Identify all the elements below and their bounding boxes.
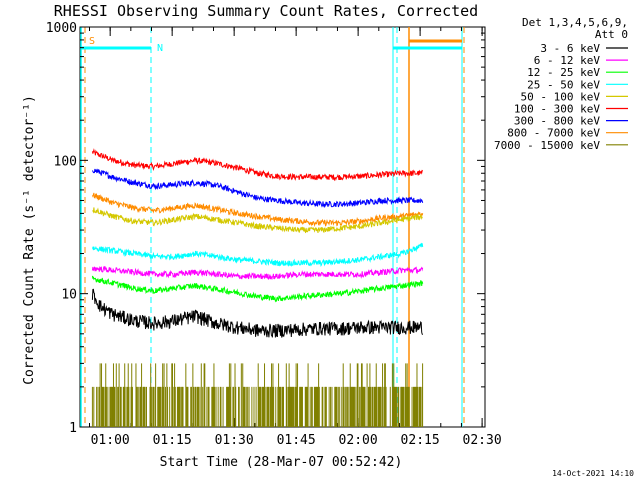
series-800-7000-kev [91, 192, 424, 228]
flag-label-s: S [89, 36, 95, 47]
x-tick-label: 02:00 [339, 433, 378, 448]
x-tick-label: 02:30 [463, 433, 502, 448]
series-line [91, 265, 424, 281]
legend-label: 100 - 300 keV [514, 103, 600, 116]
series-300-800-kev [91, 168, 424, 208]
series-3-6-kev [91, 288, 424, 338]
series-12-25-kev [91, 275, 424, 303]
series-25-50-kev [91, 242, 424, 267]
y-axis: 1 10 100 1000 [46, 21, 485, 436]
flag-label-n: N [157, 43, 163, 54]
x-tick-label: 01:30 [215, 433, 254, 448]
legend-label: 12 - 25 keV [527, 66, 600, 79]
series-line [91, 275, 424, 303]
series-100-300-kev [91, 148, 424, 182]
series-6-12-kev [91, 265, 424, 281]
legend-label: 50 - 100 keV [521, 90, 601, 103]
detector-info-line2: Att 0 [595, 28, 628, 41]
y-axis-title: Corrected Count Rate (s⁻¹ detector⁻¹) [22, 95, 37, 385]
series-line [91, 192, 424, 228]
x-tick-label: 01:00 [91, 433, 130, 448]
series-line [91, 288, 424, 338]
y-tick-label: 1 [69, 421, 77, 436]
legend-label: 25 - 50 keV [527, 78, 600, 91]
series-line [91, 148, 424, 182]
legend-label: 7000 - 15000 keV [494, 139, 600, 152]
detector-info-line1: Det 1,3,4,5,6,9, [522, 16, 628, 29]
series-7000-15000-kev [91, 363, 424, 427]
chart-title: RHESSI Observing Summary Count Rates, Co… [54, 2, 478, 20]
series-line [92, 207, 423, 234]
generation-timestamp: 14-Oct-2021 14:10 [552, 469, 634, 478]
x-tick-label: 01:15 [153, 433, 192, 448]
x-tick-label: 01:45 [277, 433, 316, 448]
x-axis: 01:00 01:15 01:30 01:45 02:00 02:15 02:30 [89, 27, 502, 448]
x-tick-label: 02:15 [401, 433, 440, 448]
legend-label: 6 - 12 keV [534, 54, 601, 67]
x-axis-title: Start Time (28-Mar-07 00:52:42) [160, 455, 403, 470]
legend-label: 800 - 7000 keV [507, 127, 600, 140]
y-tick-label: 10 [61, 288, 77, 303]
series-50-100-kev [92, 207, 423, 234]
y-tick-label: 1000 [46, 21, 77, 36]
series-line [91, 242, 424, 267]
legend-label: 3 - 6 keV [540, 42, 600, 55]
legend-label: 300 - 800 keV [514, 115, 600, 128]
y-tick-label: 100 [54, 154, 77, 169]
series-layer [91, 148, 424, 427]
series-line [91, 168, 424, 208]
